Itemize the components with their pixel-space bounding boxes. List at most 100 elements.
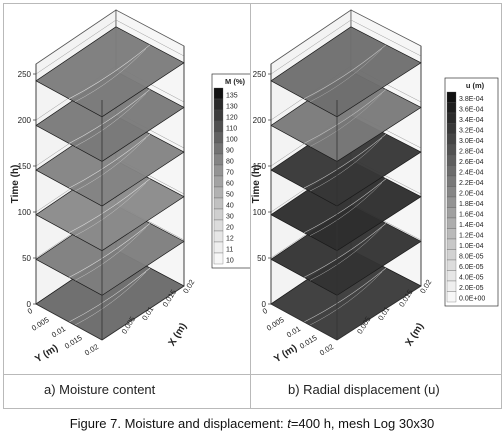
caption-divider: [4, 374, 501, 375]
legend-swatch: [213, 230, 224, 243]
legend-label: 3.8E-04: [459, 96, 484, 103]
y-m-tick-label: 0: [26, 306, 34, 316]
contour-line: [303, 267, 387, 323]
figure-caption: Figure 7. Moisture and displacement: t=4…: [0, 416, 504, 431]
y-tick-label: 200: [18, 116, 32, 125]
legend-label: 90: [226, 148, 234, 155]
contour-line: [74, 271, 147, 326]
legend-swatch: [446, 217, 457, 229]
legend-swatch: [446, 175, 457, 187]
contour-line: [309, 93, 383, 147]
y-axis-label: Time (h): [10, 165, 21, 204]
contour-line: [309, 227, 383, 281]
y-tick-label: 250: [18, 70, 32, 79]
legend-swatch: [213, 98, 224, 111]
legend-label: 2.2E-04: [459, 180, 484, 187]
legend-label: 3.0E-04: [459, 138, 484, 145]
contour-line: [74, 48, 147, 103]
legend-swatch: [446, 154, 457, 166]
y-tick-label: 200: [253, 116, 267, 125]
gridline: [115, 19, 185, 57]
legend-label: 1.6E-04: [459, 212, 484, 219]
legend-label: 120: [226, 115, 238, 122]
contour-line: [68, 89, 151, 144]
legend-label: 4.0E-05: [459, 275, 484, 282]
figure-caption-var: t: [287, 416, 291, 431]
legend-swatch: [446, 165, 457, 177]
contour-line: [74, 182, 147, 236]
legend-label: 1.2E-04: [459, 233, 484, 240]
gridline: [35, 19, 117, 75]
legend-swatch: [446, 112, 457, 124]
legend-title: u (m): [466, 81, 485, 90]
contour-line: [303, 89, 387, 144]
figure-caption-suffix: =400 h, mesh Log 30x30: [290, 416, 435, 431]
y-m-tick-label: 0.02: [83, 342, 100, 357]
legend-label: 110: [226, 126, 237, 133]
legend-label: 6.0E-05: [459, 264, 484, 271]
panel-displacement: 0 50 100 150 200 250 Time (h) 0 0.005 0.01 0.015 0.…: [251, 4, 501, 374]
legend-swatch: [446, 144, 457, 156]
panel-moisture: 0 50 100 150 200 250 Time (h) 0 0.005 0.01 0.015 0.…: [4, 4, 250, 374]
x-m-axis-label: X (m): [404, 321, 427, 348]
legend-label: 2.0E-04: [459, 191, 484, 198]
legend-label: 1.4E-04: [459, 222, 484, 229]
legend-label: 2.8E-04: [459, 149, 484, 156]
panel-b-caption: b) Radial displacement (u): [288, 382, 440, 397]
contour-line: [74, 93, 147, 147]
legend-label: 10: [226, 258, 234, 265]
legend-swatch: [213, 153, 224, 166]
legend-swatch: [213, 142, 224, 155]
y-tick-label: 150: [253, 162, 267, 171]
legend-swatch: [213, 208, 224, 221]
surface-layer: [35, 26, 185, 118]
legend-label: 2.6E-04: [459, 159, 484, 166]
legend-swatch: [446, 186, 457, 198]
y-tick-label: 150: [18, 162, 32, 171]
legend-swatch: [446, 207, 457, 219]
legend-swatch: [446, 238, 457, 250]
legend-label: 40: [226, 203, 234, 210]
legend-label: 50: [226, 192, 234, 199]
legend-label: 60: [226, 181, 234, 188]
legend-label: 12: [226, 236, 234, 243]
x-m-axis-label: X (m): [167, 321, 190, 348]
legend-swatch: [213, 131, 224, 144]
legend-label: 1.8E-04: [459, 201, 484, 208]
legend-swatch: [446, 249, 457, 261]
y-m-tick-label: 0.005: [265, 315, 286, 333]
legend-swatch: [213, 87, 224, 100]
contour-line: [68, 223, 151, 278]
y-tick-label: 50: [257, 254, 266, 263]
figure-caption-prefix: Figure 7. Moisture and displacement:: [69, 416, 288, 431]
legend-swatch: [446, 196, 457, 208]
y-m-tick-label: 0.005: [30, 315, 51, 333]
legend-swatch: [446, 133, 457, 145]
y-m-tick-label: 0.015: [298, 333, 319, 351]
base-edge: [270, 303, 338, 341]
legend-swatch: [213, 175, 224, 188]
legend-swatch: [213, 186, 224, 199]
contour-line: [303, 133, 387, 189]
y-tick-label: 0: [27, 300, 32, 309]
legend-label: 3.6E-04: [459, 107, 484, 114]
legend-swatch: [446, 123, 457, 135]
legend-title: M (%): [225, 77, 245, 86]
contour-line: [74, 227, 147, 281]
y-m-axis-label: Y (m): [33, 343, 60, 365]
contour-line: [309, 271, 383, 326]
y-tick-label: 0: [262, 300, 267, 309]
base-edge: [336, 285, 422, 341]
legend-swatch: [446, 280, 457, 292]
contour-line: [309, 137, 383, 192]
contour-line: [74, 137, 147, 192]
y-tick-label: 50: [22, 254, 31, 263]
base-edge: [35, 303, 103, 341]
contour-line: [303, 223, 387, 278]
contour-line: [68, 267, 151, 323]
y-tick-label: 100: [253, 208, 267, 217]
contour-line: [68, 44, 151, 100]
panel-a-caption: a) Moisture content: [44, 382, 156, 397]
